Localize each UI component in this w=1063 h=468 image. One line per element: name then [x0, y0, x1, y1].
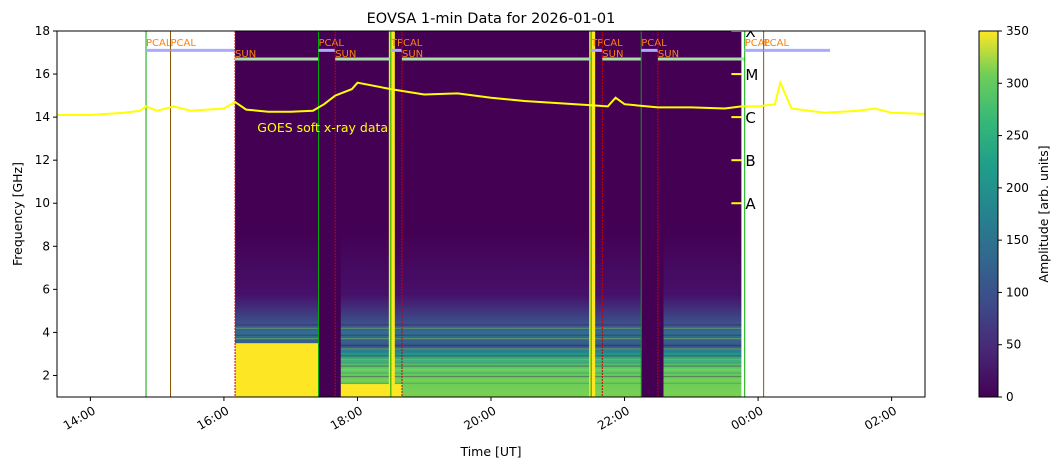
y-tick-label: 18: [35, 24, 50, 38]
goes-class-label: A: [745, 195, 756, 213]
spectrogram-band: [235, 362, 742, 364]
goes-class-label: B: [745, 152, 755, 170]
spectrogram-band: [235, 379, 742, 381]
colorbar-tick-label: 200: [1006, 181, 1029, 195]
colorbar-gradient: [978, 30, 999, 398]
x-tick-label: 16:00: [194, 403, 231, 432]
colorbar-ticks: 0 50 100 150 200 250 300 350: [998, 24, 1029, 404]
x-tick-label: 14:00: [61, 403, 98, 432]
y-axis: 2 4 6 8 10 12 14 16 18: [35, 24, 57, 382]
colorbar-tick-label: 250: [1006, 129, 1029, 143]
goes-class-label: X: [745, 23, 755, 41]
event-marker-label: PCAL: [745, 38, 771, 49]
goes-class-label: M: [745, 66, 758, 84]
spectrogram-data-gap: [641, 31, 664, 397]
x-tick-label: 18:00: [328, 403, 365, 432]
colorbar: 0 50 100 150 200 250 300 350 Amplitude [arb. un…: [978, 24, 1051, 404]
goes-label: GOES soft x-ray data: [257, 120, 388, 135]
y-tick-label: 16: [35, 67, 50, 81]
spectrogram-bright-spike: [388, 31, 395, 397]
spectrogram: [235, 31, 742, 397]
spectrogram-band: [235, 341, 742, 343]
spectrogram-band: [235, 338, 742, 340]
spectrogram-band: [235, 324, 742, 326]
event-marker-label: PCAL: [641, 38, 667, 49]
y-tick-label: 12: [35, 153, 50, 167]
spectrogram-band: [235, 334, 742, 336]
y-tick-label: 10: [35, 196, 50, 210]
y-axis-label: Frequency [GHz]: [10, 162, 25, 266]
goes-class-label: C: [745, 109, 755, 127]
spectrogram-band: [235, 351, 742, 353]
event-marker-label: SUN: [602, 49, 623, 60]
event-marker-label: PCAL: [764, 38, 790, 49]
y-tick-label: 14: [35, 110, 50, 124]
event-marker-label: TPCAL: [590, 38, 623, 49]
y-tick-label: 6: [42, 282, 50, 296]
plot-area: PCAL PCALSUNPCALSUNTPCALSUNTPCALSUNPCALSU…: [57, 23, 925, 397]
y-tick-label: 2: [42, 368, 50, 382]
spectrogram-data-gap: [318, 31, 341, 397]
event-marker-label: SUN: [402, 49, 423, 60]
spectrogram-bright-spike: [589, 31, 596, 397]
spectrogram-band: [235, 327, 742, 329]
spectrogram-band: [235, 331, 742, 333]
spectrogram-band: [235, 369, 742, 371]
spectrogram-band: [235, 375, 742, 378]
event-marker-label: PCAL: [319, 38, 345, 49]
x-axis: 14:00 16:00 18:00 20:00 22:00 00:00 02:00: [61, 397, 899, 433]
event-marker-label: TPCAL: [390, 38, 423, 49]
goes-overlay: GOES soft x-ray data X M C B A: [57, 23, 925, 213]
y-tick-label: 8: [42, 239, 50, 253]
x-axis-label: Time [UT]: [459, 444, 521, 459]
event-marker-label: PCAL: [146, 38, 172, 49]
spectrogram-band: [235, 365, 742, 367]
colorbar-tick-label: 300: [1006, 76, 1029, 90]
colorbar-tick-label: 350: [1006, 24, 1029, 38]
event-marker-label: SUN: [235, 49, 256, 60]
spectrogram-band: [235, 372, 742, 374]
colorbar-tick-label: 50: [1006, 338, 1021, 352]
colorbar-label: Amplitude [arb. units]: [1036, 145, 1051, 282]
x-tick-label: 00:00: [729, 403, 766, 432]
spectrogram-bright-region: [340, 384, 402, 397]
x-tick-label: 20:00: [462, 403, 499, 432]
spectrogram-bright-region: [235, 343, 319, 397]
event-marker-label: PCAL: [171, 38, 197, 49]
event-markers: PCAL PCALSUNPCALSUNTPCALSUNTPCALSUNPCALSU…: [145, 31, 830, 397]
event-marker-label: SUN: [658, 49, 679, 60]
spectrogram-band: [235, 348, 742, 350]
y-tick-label: 4: [42, 325, 50, 339]
spectrogram-band: [235, 355, 742, 357]
spectrogram-band: [235, 344, 742, 347]
colorbar-tick-label: 150: [1006, 233, 1029, 247]
colorbar-tick-label: 100: [1006, 285, 1029, 299]
chart-title: EOVSA 1-min Data for 2026-01-01: [367, 11, 616, 27]
spectrogram-band: [235, 382, 742, 384]
x-tick-label: 02:00: [862, 403, 899, 432]
colorbar-tick-label: 0: [1006, 390, 1014, 404]
goes-xray-curve: [57, 79, 925, 116]
event-marker-label: SUN: [335, 49, 356, 60]
spectrogram-band: [235, 358, 742, 360]
x-tick-label: 22:00: [595, 403, 632, 432]
